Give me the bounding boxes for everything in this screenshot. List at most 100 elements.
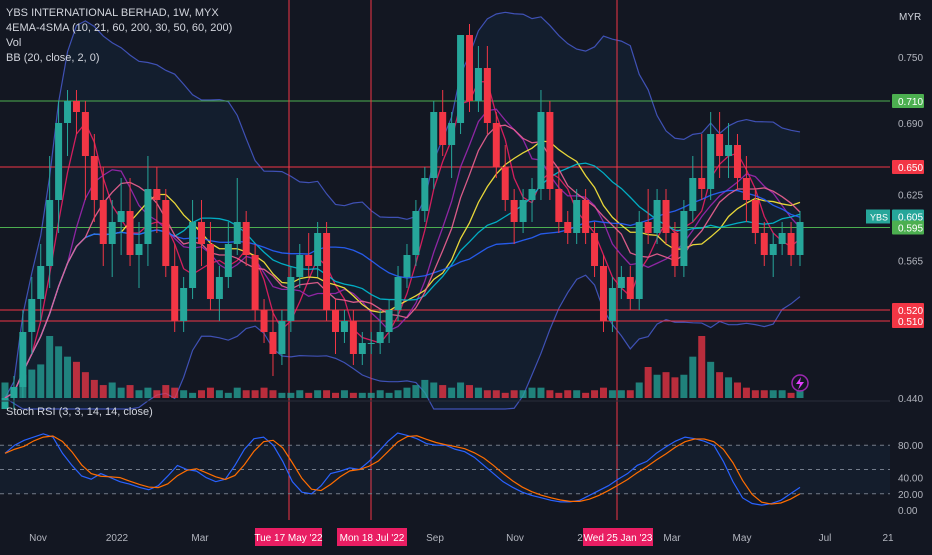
volume-bar [439, 385, 447, 398]
price-tick-label: 0.440 [898, 394, 923, 405]
candle-body [546, 112, 554, 189]
candle-body [448, 123, 456, 145]
volume-bar [340, 390, 348, 398]
volume-bar [528, 387, 536, 398]
candle-body [135, 244, 143, 255]
volume-indicator-label[interactable]: Vol [6, 37, 22, 49]
candle-body [689, 178, 697, 211]
price-label-badge [892, 303, 924, 317]
candle-body [10, 387, 18, 398]
candle-body [108, 222, 116, 244]
time-tick-label: Nov [29, 533, 47, 544]
candle-body [278, 321, 286, 354]
volume-bar [198, 390, 206, 398]
volume-bar [519, 390, 527, 398]
candle-body [126, 211, 134, 255]
candle-body [323, 233, 331, 310]
volume-bar [430, 382, 438, 398]
volume-bar [707, 361, 715, 398]
candle-body [385, 310, 393, 332]
candle-body [242, 222, 250, 255]
price-label-text: 0.510 [898, 317, 923, 328]
volume-bar [358, 392, 366, 398]
candle-body [751, 200, 759, 233]
volume-bar [465, 385, 473, 398]
volume-bar [510, 390, 518, 398]
volume-bar [117, 387, 125, 398]
candle-body [662, 200, 670, 233]
volume-bar [349, 392, 357, 398]
volume-bar [778, 390, 786, 398]
volume-bar [733, 382, 741, 398]
time-marker-text: Tue 17 May '22 [254, 533, 323, 544]
candle-body [162, 200, 170, 266]
volume-bar [555, 392, 563, 398]
volume-bar [224, 392, 232, 398]
candle-body [233, 222, 241, 244]
candle-body [28, 299, 36, 332]
volume-bar [260, 387, 268, 398]
time-marker-badge [255, 528, 322, 546]
ema-indicator-label[interactable]: 4EMA-4SMA (10, 21, 60, 200, 30, 50, 60, … [6, 22, 233, 34]
volume-bar [582, 392, 590, 398]
volume-bar [233, 387, 241, 398]
candle-body [358, 343, 366, 354]
indicator-legend: YBS INTERNATIONAL BERHAD, 1W, MYX 4EMA-4… [6, 6, 232, 66]
volume-bar [680, 374, 688, 398]
volume-bar [689, 356, 697, 398]
ticker-badge-text: YBS [870, 213, 888, 223]
candle-body [260, 310, 268, 332]
time-tick-label: May [733, 533, 752, 544]
candle-body [19, 332, 27, 387]
candle-body [305, 255, 313, 266]
ticker-badge [866, 209, 890, 224]
candle-body [171, 266, 179, 321]
stoch-tick-label: 20.00 [898, 490, 923, 501]
candle-body [64, 101, 72, 123]
candle-body [555, 189, 563, 222]
price-label-text: 0.605 [898, 213, 923, 224]
stoch-tick-label: 80.00 [898, 441, 923, 452]
volume-bar [564, 390, 572, 398]
volume-bar [251, 390, 259, 398]
volume-bar [448, 387, 456, 398]
candle-body [117, 211, 125, 222]
volume-bar [412, 385, 420, 398]
moving-average-line [4, 124, 801, 399]
volume-bar [72, 361, 80, 398]
candle-body [537, 112, 545, 189]
volume-bar [787, 392, 795, 398]
candle-body [287, 277, 295, 321]
volume-bar [474, 387, 482, 398]
volume-bar [573, 390, 581, 398]
volume-bar [591, 390, 599, 398]
volume-bar [367, 392, 375, 398]
volume-bar [546, 390, 554, 398]
candle-body [769, 244, 777, 255]
candle-body [55, 123, 63, 200]
volume-bar [751, 390, 759, 398]
candle-body [617, 277, 625, 288]
stoch-d-line [4, 435, 801, 505]
volume-bar [492, 390, 500, 398]
candle-body [626, 277, 634, 299]
time-axis-bg [0, 522, 932, 550]
stoch-rsi-label[interactable]: Stoch RSI (3, 3, 14, 14, close) [6, 406, 153, 418]
currency-label: MYR [899, 12, 921, 23]
candle-body [367, 343, 375, 344]
bb-indicator-label[interactable]: BB (20, close, 2, 0) [6, 52, 100, 64]
candle-body [796, 222, 804, 255]
volume-bar [287, 392, 295, 398]
stoch-tick-label: 40.00 [898, 474, 923, 485]
volume-bar [144, 387, 152, 398]
volume-bar [332, 392, 340, 398]
price-label-badge [892, 314, 924, 328]
candle-body [412, 211, 420, 255]
candle-body [430, 112, 438, 178]
stoch-band-fill [0, 445, 890, 494]
volume-bar [64, 356, 72, 398]
volume-bar [376, 390, 384, 398]
volume-bar [90, 379, 98, 398]
